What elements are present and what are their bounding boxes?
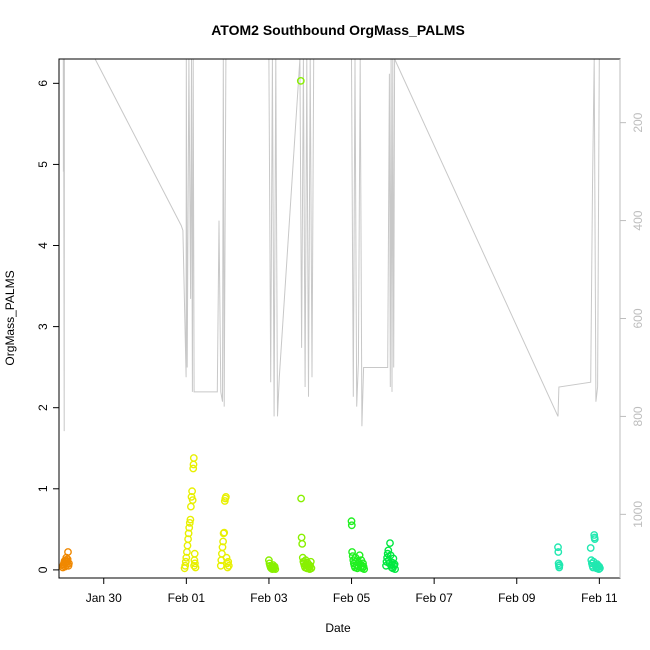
- series-0: [59, 548, 73, 572]
- data-point: [191, 563, 200, 572]
- x-axis-label: Date: [325, 621, 351, 635]
- data-point: [221, 492, 230, 501]
- data-point: [298, 540, 307, 548]
- data-point: [297, 494, 305, 503]
- right-tick-label: 600: [631, 308, 645, 328]
- data-point: [347, 521, 356, 530]
- data-point: [186, 502, 195, 511]
- y-tick-label: 2: [36, 404, 50, 411]
- data-point: [65, 559, 73, 568]
- data-point: [189, 454, 198, 462]
- y-tick-label: 4: [36, 242, 50, 249]
- y-axis-label: OrgMass_PALMS: [3, 270, 17, 365]
- plot-frame: [58, 58, 621, 579]
- data-point: [64, 548, 72, 556]
- x-tick-label: Feb 03: [250, 591, 288, 605]
- data-point: [355, 551, 364, 560]
- right-axis: 200 400 600 800 1000: [619, 59, 645, 578]
- x-axis: Jan 30 Feb 01 Feb 03 Feb 05 Feb 07 Feb 09 Feb …: [86, 577, 618, 605]
- data-point: [307, 564, 316, 573]
- x-tick-label: Feb 05: [333, 591, 371, 605]
- data-point: [590, 535, 599, 543]
- series-4: [382, 539, 399, 573]
- series-1: [180, 454, 233, 573]
- x-tick-label: Jan 30: [86, 591, 122, 605]
- y-tick-label: 0: [36, 566, 50, 573]
- y-axis: 0 1 2 3 4 5 6: [36, 80, 60, 573]
- x-tick-label: Feb 09: [498, 591, 536, 605]
- points-layer: [59, 77, 604, 573]
- data-point: [224, 557, 233, 566]
- x-tick-label: Feb 01: [168, 591, 206, 605]
- y-tick-label: 3: [36, 323, 50, 330]
- data-point: [185, 519, 194, 527]
- data-point: [555, 561, 564, 569]
- data-point: [586, 544, 595, 552]
- x-tick-label: Feb 11: [581, 591, 618, 605]
- data-point: [189, 460, 198, 469]
- data-point: [296, 77, 305, 85]
- altitude-line: [62, 58, 600, 432]
- data-point: [554, 548, 563, 556]
- data-point: [186, 515, 195, 524]
- y-tick-label: 5: [36, 161, 50, 168]
- data-point: [348, 548, 356, 556]
- data-point: [391, 565, 399, 573]
- series-3: [347, 517, 369, 573]
- data-point: [216, 561, 225, 570]
- data-point: [185, 523, 194, 532]
- x-tick-label: Feb 07: [415, 591, 453, 605]
- data-point: [220, 528, 229, 537]
- series-2: [264, 77, 316, 573]
- data-point: [181, 557, 190, 566]
- data-point: [386, 539, 394, 547]
- data-point: [190, 549, 199, 558]
- data-point: [219, 537, 228, 546]
- data-point: [189, 464, 198, 473]
- right-tick-label: 1000: [631, 501, 645, 528]
- right-tick-label: 400: [631, 210, 645, 230]
- data-point: [181, 561, 190, 570]
- data-point: [360, 565, 369, 573]
- y-tick-label: 1: [36, 485, 50, 492]
- data-point: [554, 543, 562, 552]
- chart-title: ATOM2 Southbound OrgMass_PALMS: [211, 22, 465, 38]
- right-tick-label: 200: [631, 112, 645, 132]
- altitude-line-layer: [62, 58, 600, 432]
- data-point: [297, 533, 306, 542]
- data-point: [390, 560, 399, 569]
- data-point: [188, 487, 197, 496]
- data-point: [224, 561, 233, 570]
- data-point: [347, 517, 356, 526]
- data-point: [183, 541, 192, 550]
- data-point: [271, 565, 280, 573]
- data-point: [596, 564, 604, 573]
- series-5: [554, 531, 604, 573]
- right-tick-label: 800: [631, 406, 645, 426]
- data-point: [188, 496, 197, 504]
- y-tick-label: 6: [36, 80, 50, 87]
- data-point: [190, 559, 199, 568]
